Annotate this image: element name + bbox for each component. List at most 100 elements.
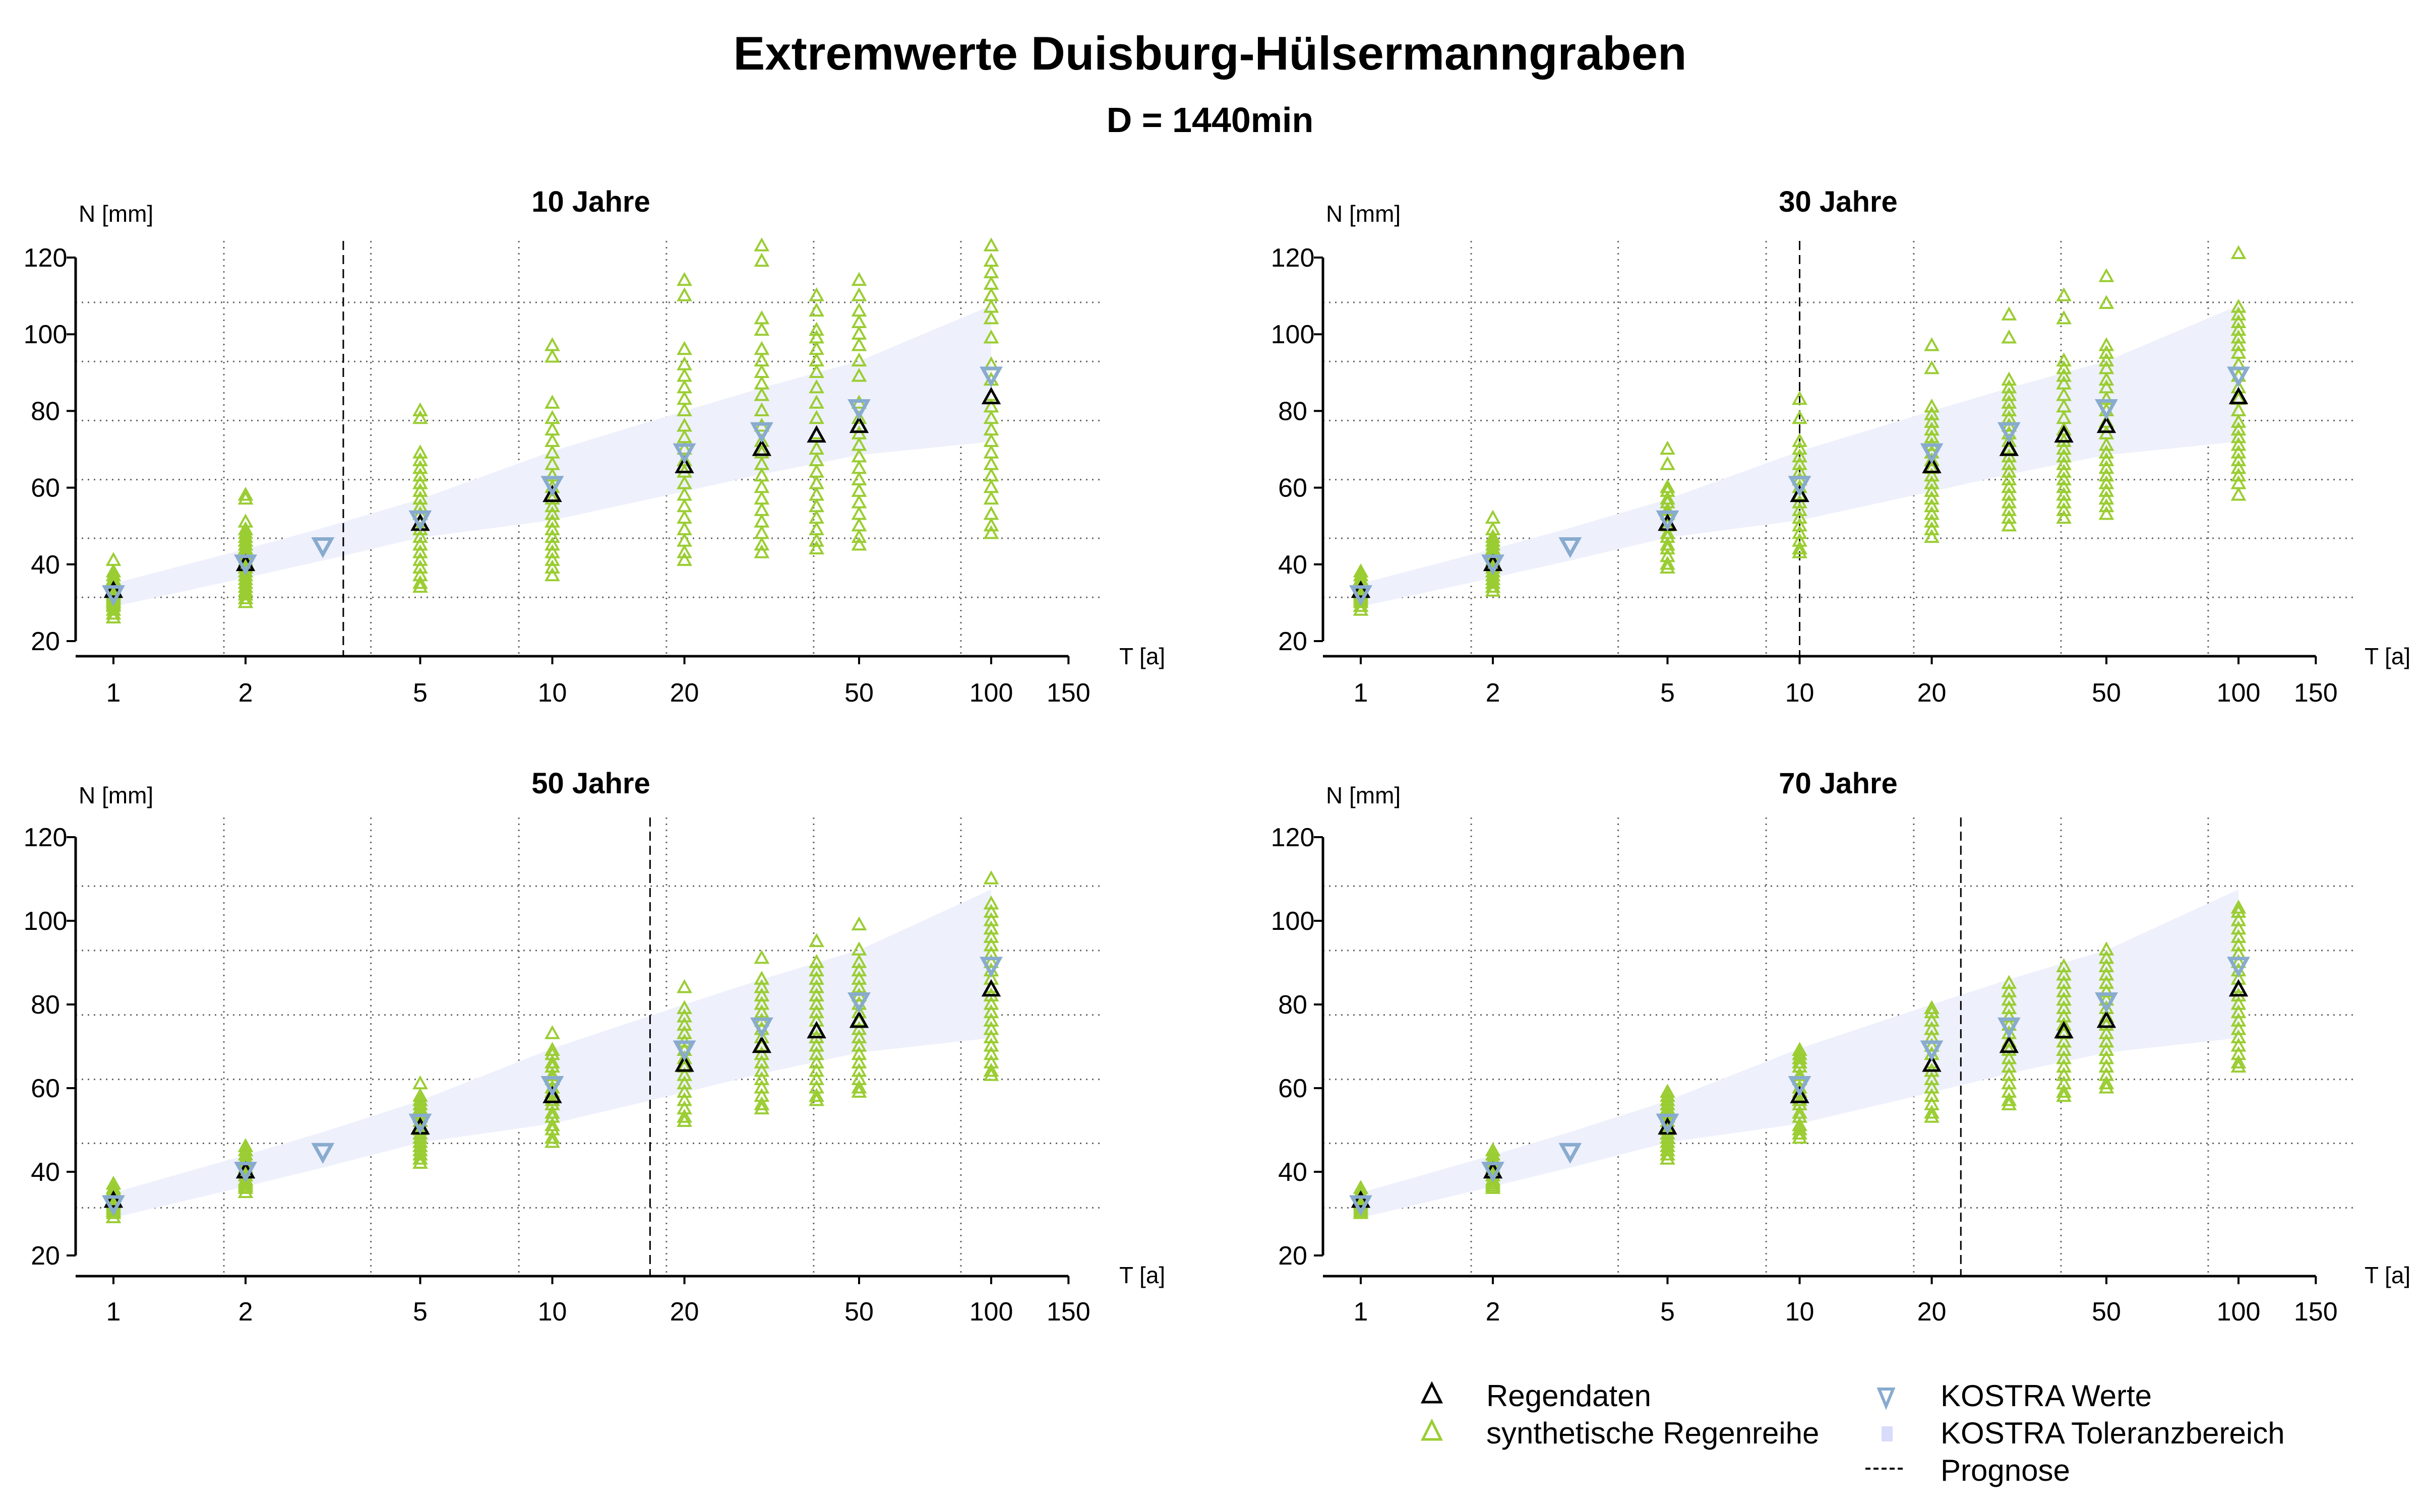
synthetic-point (237, 490, 254, 505)
synthetic-point (851, 1021, 867, 1035)
synthetic-point (2001, 456, 2017, 470)
synthetic-point (2230, 1046, 2247, 1060)
synthetic-point (412, 1142, 428, 1157)
synthetic-point (1660, 1096, 1675, 1110)
regendaten-point (1790, 1086, 1809, 1103)
synthetic-point (851, 1029, 867, 1044)
synthetic-point (677, 379, 692, 394)
synthetic-point (677, 356, 692, 370)
synthetic-point (1485, 1175, 1501, 1190)
synthetic-point (851, 460, 867, 474)
synthetic-point (851, 529, 867, 543)
synthetic-point (1924, 1071, 1940, 1086)
x-tick-label: 2 (1486, 678, 1500, 708)
synthetic-point (809, 1046, 824, 1060)
x-axis-label: T [a] (2365, 1262, 2410, 1288)
synthetic-point (809, 1088, 824, 1102)
synthetic-point (237, 594, 254, 608)
synthetic-point (851, 954, 867, 968)
synthetic-point (2230, 1004, 2247, 1019)
synthetic-point (2056, 975, 2072, 989)
synthetic-point (2056, 367, 2072, 382)
x-tick-label: 100 (2217, 678, 2261, 708)
synthetic-point (851, 1062, 867, 1077)
synthetic-point (983, 1013, 999, 1027)
synthetic-point (2098, 958, 2114, 972)
synthetic-point (1924, 1079, 1940, 1094)
synthetic-point (851, 1084, 867, 1098)
synthetic-point (544, 410, 560, 424)
synthetic-point (2056, 471, 2072, 486)
synthetic-point (754, 237, 770, 251)
synthetic-point (544, 395, 560, 409)
synthetic-point (754, 1062, 770, 1077)
y-tick-label: 120 (1271, 243, 1315, 273)
y-tick-label: 100 (1271, 320, 1315, 349)
synthetic-point (754, 467, 770, 482)
synthetic-point (2098, 950, 2114, 964)
synthetic-point (983, 929, 999, 943)
synthetic-point (809, 979, 824, 993)
synthetic-point (1660, 1100, 1675, 1115)
synthetic-point (1792, 448, 1807, 463)
synthetic-point (412, 460, 428, 474)
regendaten-point (675, 456, 694, 474)
x-tick-label: 2 (238, 1297, 253, 1327)
synthetic-point (851, 314, 867, 329)
synthetic-point (2230, 920, 2247, 935)
synthetic-point (412, 1155, 428, 1169)
synthetic-point (754, 253, 770, 267)
synthetic-point (544, 445, 560, 459)
synthetic-point (851, 506, 867, 520)
synthetic-point (809, 1071, 824, 1086)
synthetic-point (1924, 1104, 1940, 1119)
y-tick-label: 80 (1278, 990, 1307, 1020)
synthetic-point (2056, 375, 2072, 390)
synthetic-point (677, 287, 692, 301)
synthetic-point (2056, 1000, 2072, 1014)
synthetic-point (983, 1062, 999, 1077)
synthetic-point (1485, 1171, 1501, 1186)
synthetic-point (983, 1067, 999, 1081)
synthetic-point (544, 506, 560, 520)
synthetic-point (1924, 398, 1940, 413)
synthetic-point (2098, 460, 2114, 474)
synthetic-point (2098, 506, 2114, 520)
synthetic-point (809, 329, 824, 344)
synthetic-point (1792, 1046, 1807, 1060)
synthetic-point (544, 348, 560, 363)
synthetic-point (677, 1008, 692, 1023)
synthetic-point (2098, 371, 2114, 386)
synthetic-point (1485, 529, 1501, 543)
synthetic-point (2001, 1058, 2017, 1073)
synthetic-point (237, 590, 254, 604)
legend-label-band: KOSTRA Toleranzbereich (1941, 1416, 2285, 1450)
synthetic-point (412, 1088, 428, 1102)
synthetic-point (809, 364, 824, 378)
kostra-point (2227, 366, 2250, 388)
kostra-point (234, 554, 257, 576)
synthetic-point (809, 540, 824, 554)
synthetic-point (677, 429, 692, 444)
synthetic-point (2098, 475, 2114, 489)
synthetic-point (544, 1121, 560, 1136)
synthetic-point (2001, 464, 2017, 478)
synthetic-point (2056, 1084, 2072, 1098)
x-tick-label: 150 (1047, 678, 1091, 708)
synthetic-point (412, 552, 428, 566)
synthetic-point (1660, 1088, 1675, 1102)
y-axis-label: N [mm] (1326, 201, 1401, 227)
synthetic-point (1924, 1021, 1940, 1035)
synthetic-point (677, 1109, 692, 1123)
regendaten-point (807, 1021, 826, 1039)
synthetic-point (983, 421, 999, 436)
synthetic-point (2098, 379, 2114, 394)
synthetic-point (2098, 1079, 2114, 1094)
kostra-point (2095, 399, 2118, 420)
synthetic-point (809, 464, 824, 478)
synthetic-point (237, 1171, 254, 1186)
synthetic-point (809, 933, 824, 948)
x-tick-label: 5 (413, 1297, 428, 1327)
synthetic-point (754, 979, 770, 993)
x-tick-label: 20 (1917, 678, 1947, 708)
